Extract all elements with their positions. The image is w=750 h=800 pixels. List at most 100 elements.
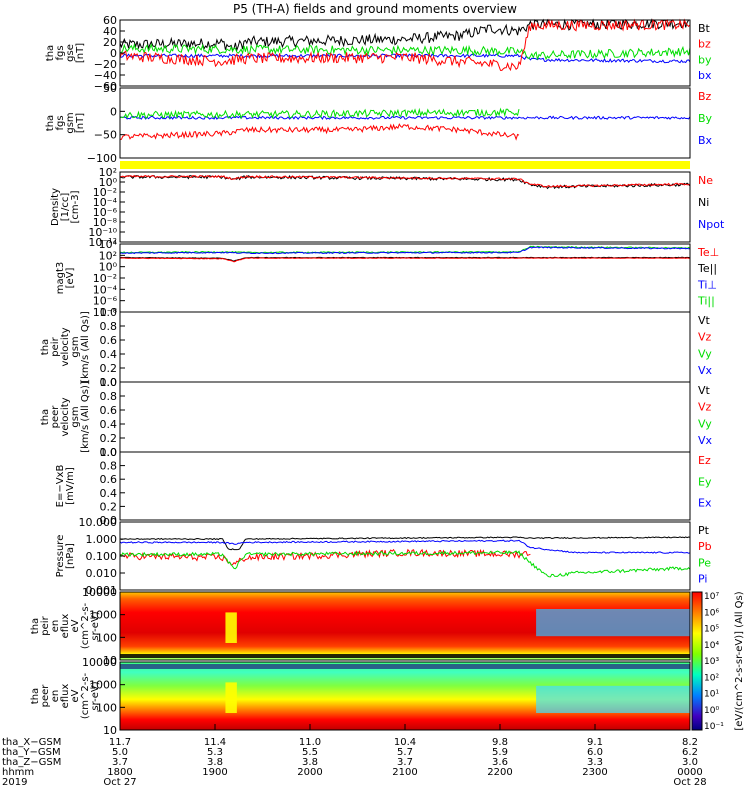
colorbar-tick-label: 10⁻¹ bbox=[704, 722, 724, 732]
panel-frame bbox=[119, 591, 691, 661]
y-axis-label: (cm^2-s- bbox=[80, 672, 91, 719]
panel-frame bbox=[119, 381, 691, 453]
x-tick-label: 5.3 bbox=[207, 747, 223, 758]
legend-entry: Te⊥ bbox=[697, 246, 719, 259]
y-axis-label: gsm bbox=[70, 406, 81, 427]
y-axis-label: [eV] bbox=[65, 268, 76, 289]
y-tick-label: 10² bbox=[99, 249, 117, 262]
y-axis-label: tha bbox=[45, 115, 56, 131]
y-tick-label: 10000 bbox=[82, 586, 117, 599]
y-tick-label: 10 bbox=[103, 654, 117, 667]
series-line bbox=[119, 174, 691, 188]
y-tick-label: −100 bbox=[87, 152, 117, 165]
y-tick-label: 10⁻⁸ bbox=[93, 216, 118, 229]
y-axis-label: peer bbox=[50, 405, 61, 429]
x-tick-label: 5.7 bbox=[397, 747, 413, 758]
legend-entry: Vz bbox=[698, 331, 712, 344]
y-tick-label: 20 bbox=[103, 36, 117, 49]
figure-title: P5 (TH-A) fields and ground moments over… bbox=[233, 2, 517, 16]
y-tick-label: 10⁴ bbox=[99, 238, 118, 251]
y-axis-label: eV bbox=[70, 619, 81, 632]
x-tick-label: 9.1 bbox=[587, 737, 603, 748]
legend-entry: Vy bbox=[698, 417, 712, 430]
y-tick-label: 1.0 bbox=[100, 376, 118, 389]
panel-frame bbox=[119, 87, 691, 159]
x-tick-label: 3.0 bbox=[682, 757, 698, 768]
series-line bbox=[119, 539, 691, 554]
legend-entry: Vt bbox=[698, 314, 711, 327]
legend-entry: bx bbox=[698, 69, 712, 82]
series-line bbox=[119, 42, 691, 61]
x-tick-label: 2200 bbox=[487, 767, 512, 778]
y-tick-label: 1.0 bbox=[100, 306, 118, 319]
colorbar-tick-label: 10⁵ bbox=[704, 625, 719, 635]
y-tick-label: 0.8 bbox=[100, 390, 118, 403]
y-tick-label: 10⁻⁸ bbox=[93, 306, 118, 319]
panel-density: 10²10⁰10⁻²10⁻⁴10⁻⁶10⁻⁸10⁻¹⁰10⁻¹²Density[… bbox=[50, 166, 725, 249]
y-tick-label: 0.2 bbox=[100, 362, 118, 375]
y-axis-label: peer bbox=[40, 684, 51, 708]
legend-entry: Vz bbox=[698, 401, 712, 414]
y-axis-label: fgs bbox=[55, 115, 66, 130]
x-tick-label: 5.9 bbox=[492, 747, 508, 758]
colorbar: 10⁷ 10⁶ 10⁵ 10⁴ 10³ 10² 10¹ 10⁰ 10⁻¹ [eV/(cm^2-s-… bbox=[691, 591, 745, 732]
y-tick-label: 0.8 bbox=[100, 320, 118, 333]
x-row-label: tha_X−GSM bbox=[2, 737, 61, 748]
legend-entry: Vt bbox=[698, 384, 711, 397]
panel-frame bbox=[119, 311, 691, 383]
legend-entry: Pe bbox=[698, 556, 711, 569]
series-line bbox=[119, 257, 691, 263]
x-tick-label: 3.7 bbox=[112, 757, 128, 768]
x-tick-label: 3.3 bbox=[587, 757, 603, 768]
legend-entry: Pb bbox=[698, 540, 712, 553]
x-tick-label: 2300 bbox=[582, 767, 607, 778]
x-row-label: hhmm bbox=[2, 767, 34, 778]
y-axis-label: tha bbox=[40, 339, 51, 355]
legend-entry: Ti⊥ bbox=[697, 278, 717, 291]
y-tick-label: 0.4 bbox=[100, 418, 118, 431]
panel-pressure: 10.000 1.000 0.100 0.010 0.001 Pressure [nPa] P… bbox=[55, 516, 712, 597]
y-axis-label: [1/cc] bbox=[60, 193, 71, 222]
x-tick-label: 5.5 bbox=[302, 747, 318, 758]
heatmap-region bbox=[225, 682, 237, 713]
heatmap-pot-line bbox=[120, 664, 690, 669]
x-tick-label: 11.7 bbox=[109, 737, 131, 748]
colorbar-tick-label: 10² bbox=[704, 673, 719, 683]
y-tick-label: 10⁻⁶ bbox=[93, 206, 118, 219]
y-axis-label: gsm bbox=[70, 336, 81, 357]
x-tick-label: 2000 bbox=[297, 767, 322, 778]
y-axis-label: gsm bbox=[65, 112, 76, 133]
legend-entry: Vy bbox=[698, 347, 712, 360]
y-axis-label: gse bbox=[65, 44, 76, 62]
y-axis-label: velocity bbox=[60, 327, 71, 366]
x-tick-label: 1900 bbox=[202, 767, 227, 778]
y-tick-label: 1000 bbox=[89, 679, 117, 692]
y-tick-label: 10.000 bbox=[79, 516, 118, 529]
panel-frame bbox=[119, 243, 691, 313]
legend-entry: Te|| bbox=[697, 262, 717, 275]
colorbar-tick-label: 10⁴ bbox=[704, 641, 719, 651]
y-tick-label: 40 bbox=[103, 25, 117, 38]
x-tick-label: 8.2 bbox=[682, 737, 698, 748]
legend-entry: Bx bbox=[698, 134, 713, 147]
x-tick-label: 11.4 bbox=[204, 737, 226, 748]
series-line bbox=[119, 115, 691, 120]
series-line bbox=[119, 245, 691, 254]
legend-entry: Ni bbox=[698, 196, 709, 209]
y-axis-label: [nT] bbox=[75, 43, 86, 63]
colorbar-tick-label: 10⁷ bbox=[704, 592, 719, 602]
y-tick-label: 10⁻¹⁰ bbox=[88, 226, 117, 239]
y-tick-label: 0 bbox=[110, 105, 117, 118]
x-tick-label: 5.0 bbox=[112, 747, 128, 758]
y-axis-label: sr-eV) bbox=[90, 611, 101, 640]
heatmap-pot-line bbox=[120, 654, 690, 658]
y-axis-label: [mV/m] bbox=[65, 467, 76, 505]
y-tick-label: 10⁰ bbox=[99, 261, 118, 274]
x-tick-label: 6.0 bbox=[587, 747, 603, 758]
y-axis-label: magt3 bbox=[55, 262, 66, 295]
legend-entry: Ti|| bbox=[697, 295, 715, 308]
y-tick-label: 1.0 bbox=[100, 446, 118, 459]
